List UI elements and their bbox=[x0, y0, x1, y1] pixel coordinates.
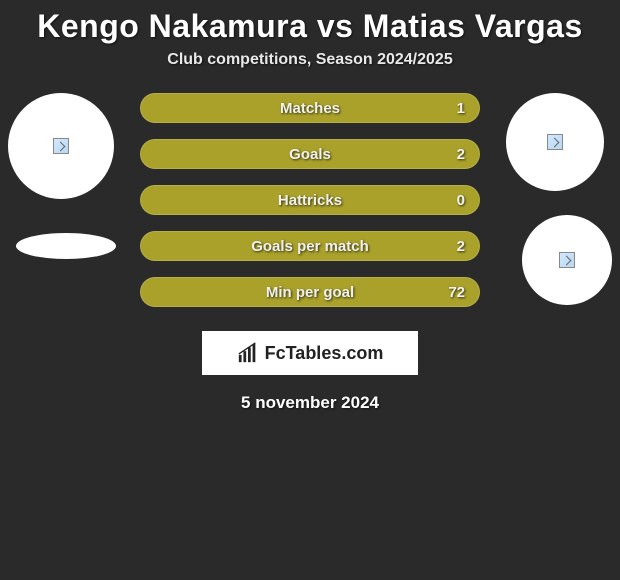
stat-bar-min-per-goal: Min per goal 72 bbox=[140, 277, 480, 307]
stat-label: Hattricks bbox=[278, 192, 342, 209]
page-title: Kengo Nakamura vs Matias Vargas bbox=[0, 0, 620, 51]
branding-text: FcTables.com bbox=[265, 343, 384, 364]
comparison-row: Matches 1 Goals 2 Hattricks 0 Goals per … bbox=[0, 93, 620, 323]
stat-label: Goals per match bbox=[251, 238, 369, 255]
player-right-block bbox=[506, 93, 612, 305]
stat-value: 2 bbox=[457, 238, 465, 255]
broken-image-icon bbox=[547, 134, 563, 150]
stat-label: Matches bbox=[280, 100, 340, 117]
stat-label: Goals bbox=[289, 146, 331, 163]
stat-value: 2 bbox=[457, 146, 465, 163]
stat-label: Min per goal bbox=[266, 284, 354, 301]
stat-value: 1 bbox=[457, 100, 465, 117]
player-left-avatar bbox=[8, 93, 114, 199]
stat-bar-goals-per-match: Goals per match 2 bbox=[140, 231, 480, 261]
broken-image-icon bbox=[53, 138, 69, 154]
stat-value: 0 bbox=[457, 192, 465, 209]
stat-value: 72 bbox=[448, 284, 465, 301]
date-text: 5 november 2024 bbox=[0, 393, 620, 413]
stat-bar-matches: Matches 1 bbox=[140, 93, 480, 123]
player-left-club-ellipse bbox=[16, 233, 116, 259]
stat-bar-hattricks: Hattricks 0 bbox=[140, 185, 480, 215]
subtitle: Club competitions, Season 2024/2025 bbox=[0, 51, 620, 69]
broken-image-icon bbox=[559, 252, 575, 268]
bar-chart-icon bbox=[237, 342, 259, 364]
stats-panel: Matches 1 Goals 2 Hattricks 0 Goals per … bbox=[140, 93, 480, 323]
player-left-block bbox=[8, 93, 116, 259]
player-right-avatar bbox=[506, 93, 604, 191]
branding-badge: FcTables.com bbox=[202, 331, 418, 375]
player-right-club-avatar bbox=[522, 215, 612, 305]
stat-bar-goals: Goals 2 bbox=[140, 139, 480, 169]
